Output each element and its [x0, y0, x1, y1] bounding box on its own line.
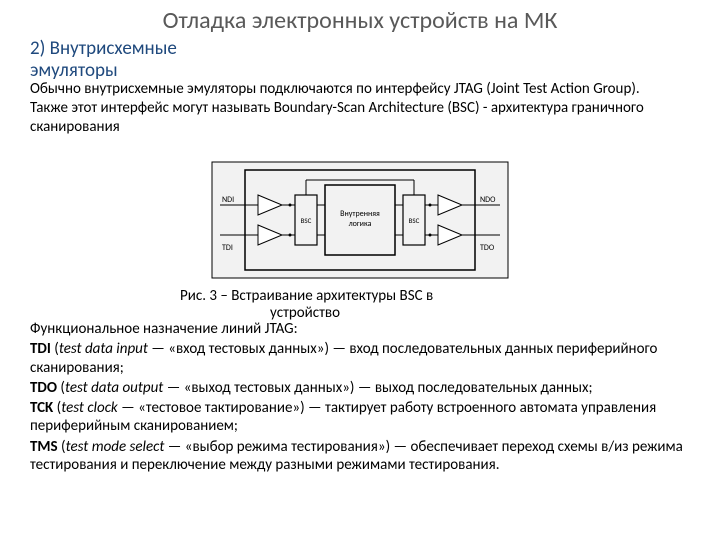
caption-line-1: Рис. 3 – Встраивание архитектуры BSC в [180, 287, 433, 305]
bsc-diagram-svg: Внутренняя логика BSC BSC [210, 160, 510, 280]
bsc-right-label: BSC [409, 216, 420, 225]
slide-title: Отладка электронных устройств на МК [0, 6, 720, 35]
subtitle-line-2: эмуляторы [30, 59, 118, 82]
tdi-name: TDI [30, 340, 51, 358]
pin-tdi: TDI [222, 243, 233, 253]
tck-ru: — «тестовое тактирование») — тактирует р… [30, 399, 656, 435]
tdo-ru: — «выход тестовых данных») — выход после… [163, 379, 592, 397]
subtitle-line-1: 2) Внутрисхемные [30, 37, 177, 60]
section-heading: 2) Внутрисхемные эмуляторы [30, 38, 330, 82]
figure-caption: Рис. 3 – Встраивание архитектуры BSC в у… [180, 288, 580, 321]
def-tms: TMS (test mode select — «выбор режима те… [30, 438, 690, 475]
tdi-en: test data input [59, 340, 148, 358]
bsc-left-label: BSC [301, 216, 312, 225]
caption-line-2: устройство [270, 304, 340, 322]
definitions-block: Функциональное назначение линий JTAG: TD… [30, 320, 690, 476]
def-tck: TCK (test clock — «тестовое тактирование… [30, 399, 690, 436]
inner-logic-label-2: логика [349, 219, 372, 229]
intro-sentence-1: Обычно внутрисхемные эмуляторы подключаю… [30, 80, 640, 98]
def-tdi: TDI (test data input — «вход тестовых да… [30, 340, 690, 377]
bsc-diagram: Внутренняя логика BSC BSC [210, 160, 510, 280]
tms-name: TMS [30, 438, 58, 456]
inner-logic-label-1: Внутренняя [340, 209, 380, 219]
intro-paragraph: Обычно внутрисхемные эмуляторы подключаю… [30, 80, 690, 136]
pin-ndo: NDO [480, 195, 496, 205]
slide: Отладка электронных устройств на МК 2) В… [0, 0, 720, 540]
tdo-name: TDO [30, 379, 57, 397]
def-tdo: TDO (test data output — «выход тестовых … [30, 379, 690, 397]
tms-en: test mode select [66, 438, 165, 456]
tck-en: test clock [61, 399, 118, 417]
intro-sentence-2: Также этот интерфейс могут называть Boun… [30, 99, 644, 136]
pin-tdo: TDO [480, 243, 495, 253]
tdo-en: test data output [65, 379, 163, 397]
pin-ndi: NDI [222, 195, 234, 205]
func-intro: Функциональное назначение линий JTAG: [30, 320, 690, 338]
tck-name: TCK [30, 399, 53, 417]
